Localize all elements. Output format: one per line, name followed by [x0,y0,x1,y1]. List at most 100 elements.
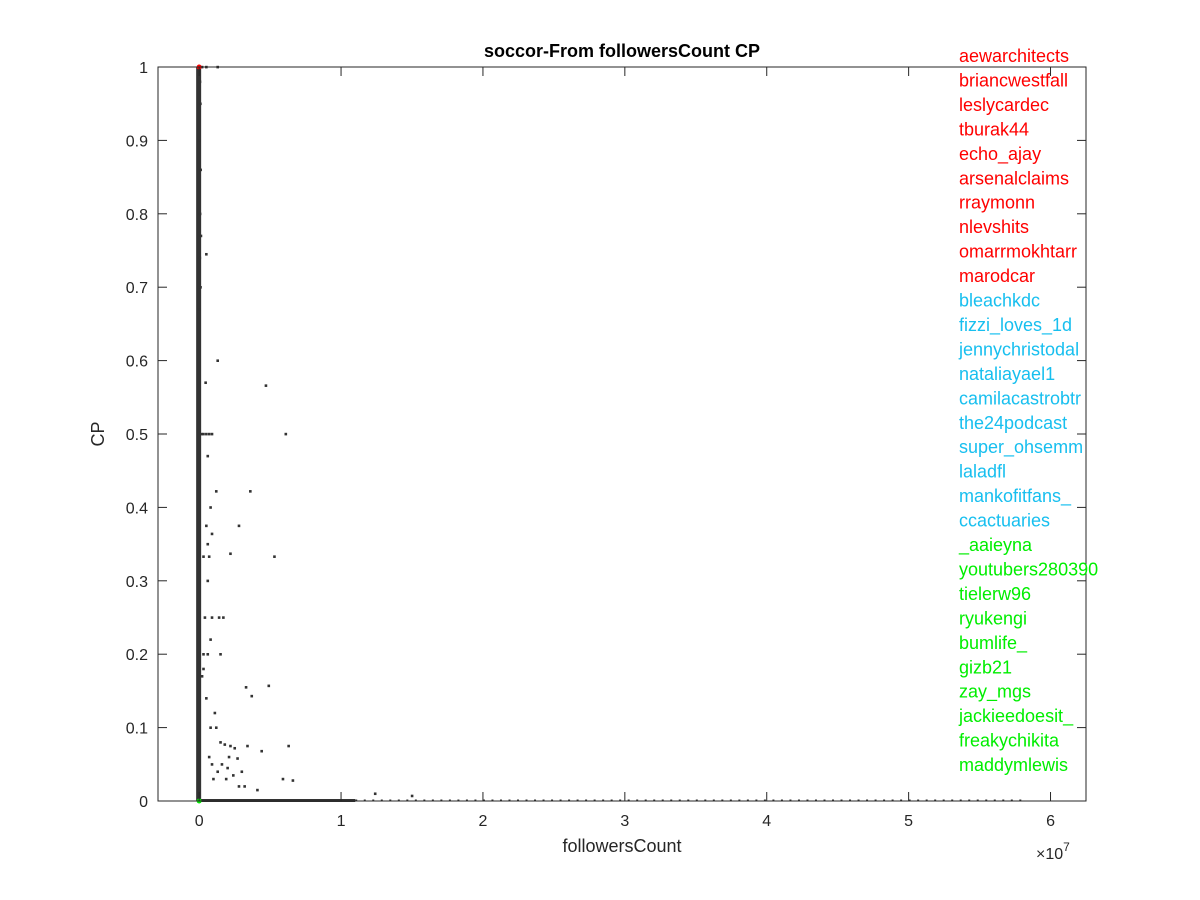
data-point [216,770,219,774]
annotation-bottom: maddymlewis [959,755,1068,775]
data-point [205,432,208,436]
y-tick-label: 0.8 [126,207,148,224]
x-tick-label: 3 [620,813,629,830]
annotation-top: rraymonn [959,193,1035,213]
annotation-top: nlevshits [959,217,1029,237]
data-point [205,524,208,528]
y-tick-label: 0.1 [126,721,148,738]
data-point [199,234,203,238]
annotation-middle: jennychristodal [958,339,1079,359]
annotation-bottom: tielerw96 [959,584,1031,604]
y-tick-label: 0.2 [126,647,148,664]
x-axis-multiplier-exponent: 7 [1063,840,1070,854]
annotation-top: briancwestfall [959,70,1068,90]
data-point [229,552,232,556]
data-point [202,653,205,656]
data-point [287,744,290,748]
data-point [198,80,202,84]
data-point [233,746,237,750]
data-point [260,749,263,753]
annotation-middle: ccactuaries [959,511,1050,531]
annotation-middle: laladfl [959,462,1006,482]
annotation-bottom: zay_mgs [959,682,1031,703]
y-axis-ticks: 0 0.1 0.2 0.3 0.4 0.5 0.6 0.7 0.8 0.9 1 [126,60,1086,811]
data-point [210,432,214,436]
annotation-top: tburak44 [959,119,1029,139]
data-point [209,726,212,729]
data-point [206,653,210,656]
data-point [273,555,276,558]
annotation-bottom: bumlife_ [959,633,1028,654]
data-point [373,792,377,796]
data-point [264,384,268,387]
annotation-middle: nataliayael1 [959,364,1055,384]
x-axis-ticks: 0 1 2 3 4 5 6 [195,67,1055,830]
data-point [202,432,205,436]
x-tick-label: 1 [337,813,346,830]
annotation-bottom: _aaieyna [958,535,1033,556]
data-point [207,555,211,558]
annotation-bottom: jackieedoesit_ [958,706,1074,727]
x-axis-label: followersCount [562,836,681,856]
data-point [243,785,246,788]
annotation-middle: bleachkdc [959,291,1040,311]
data-point [198,212,202,216]
annotation-bottom: gizb21 [959,657,1012,677]
y-tick-label: 0.3 [126,574,148,591]
data-point [212,777,215,781]
data-point [213,711,217,715]
data-point [237,785,241,788]
x-tick-label: 4 [762,813,771,830]
annotation-middle: mankofitfans_ [959,486,1072,507]
annotation-top: echo_ajay [959,144,1041,165]
data-point [227,755,231,759]
data-point [291,779,295,782]
annotation-middle: the24podcast [959,413,1067,433]
data-point [214,726,218,729]
annotation-middle: super_ohsemm [959,437,1083,458]
data-point [244,686,248,689]
data-point [284,432,288,436]
data-point [219,653,222,656]
x-axis-multiplier-base: ×10 [1036,846,1063,863]
data-point [207,432,211,436]
data-point [203,616,207,619]
annotation-top: omarrmokhtarr [959,242,1077,262]
y-tick-label: 1 [139,60,148,77]
annotation-top: leslycardec [959,95,1049,115]
data-point [206,542,210,546]
data-point [249,490,252,493]
y-tick-label: 0.4 [126,500,148,517]
y-tick-label: 0.6 [126,354,148,371]
x-axis-multiplier: ×107 [1036,840,1070,863]
y-tick-label: 0.9 [126,133,148,150]
data-point [222,616,225,619]
data-point [229,744,232,748]
data-point [240,770,244,774]
y-tick-label: 0.5 [126,427,148,444]
data-point [209,638,212,641]
y-tick-label: 0 [139,794,148,811]
data-point [198,308,201,311]
data-point [205,697,208,700]
data-point [206,454,210,458]
data-point [216,359,219,362]
plot-area [158,67,1086,801]
x-tick-label: 0 [195,813,204,830]
data-point [199,168,202,172]
data-point [200,675,204,678]
data-point [217,616,221,619]
y-axis-label: CP [88,421,108,446]
dense-point-column [196,67,202,801]
data-point [205,252,208,256]
data-point [219,741,222,744]
data-point [210,616,214,619]
data-point [281,777,285,781]
annotation-top: arsenalclaims [959,168,1069,188]
annotation-middle: camilacastrobtr [959,388,1081,408]
data-point [202,555,205,558]
data-point [232,774,235,777]
data-point [207,755,211,759]
annotation-bottom: freakychikita [959,731,1060,751]
data-point [220,763,224,766]
